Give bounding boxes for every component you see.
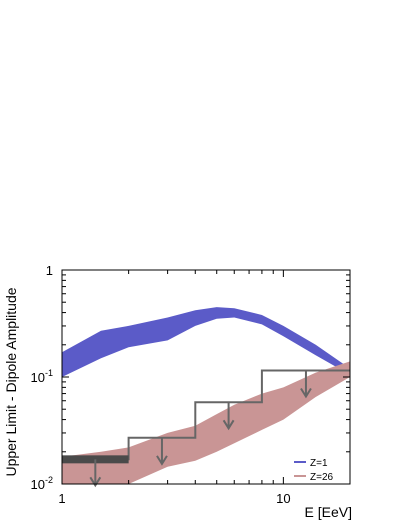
upper-limit-arrow-head: [300, 387, 312, 399]
band-z1: [62, 307, 350, 377]
bands-layer: [62, 307, 350, 484]
y-tick-label: 10-2: [31, 475, 53, 492]
x-tick-label: 10: [276, 491, 290, 506]
band-z26: [62, 361, 350, 484]
ticks-layer: [61, 269, 351, 485]
legend-label-z1: Z=1: [310, 458, 328, 469]
upper-limit-arrow-head: [89, 476, 102, 488]
x-axis-label: E [EeV]: [305, 504, 352, 520]
legend: Z=1 Z=26: [294, 458, 334, 483]
y-tick-label-exponent: -1: [45, 368, 53, 378]
y-tick-label: 1: [46, 263, 53, 278]
upper-limit-arrow-head: [222, 419, 235, 431]
upper-limit-arrow-head: [156, 455, 168, 466]
upper-limits-layer: [62, 369, 350, 488]
y-tick-label: 10-1: [31, 368, 53, 385]
legend-label-z26: Z=26: [310, 472, 334, 483]
tick-labels-layer: 1 10 10-2 10-1 1: [31, 263, 291, 506]
y-axis-label: Upper Limit - Dipole Amplitude: [3, 287, 19, 476]
x-tick-label: 1: [58, 491, 65, 506]
y-tick-label-exponent: -2: [45, 475, 53, 485]
